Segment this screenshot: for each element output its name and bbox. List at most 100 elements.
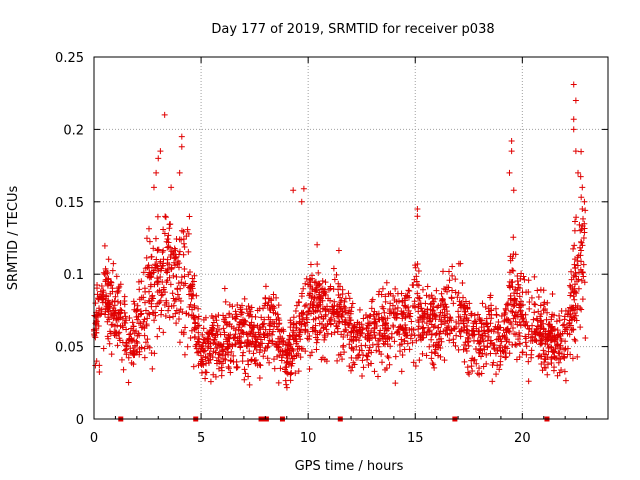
data-point: [173, 273, 180, 280]
data-point: [198, 369, 205, 376]
data-point: [532, 337, 539, 344]
data-point: [112, 307, 119, 314]
data-point: [556, 317, 563, 324]
data-point: [578, 306, 585, 313]
data-point: [251, 358, 258, 365]
data-point: [160, 247, 167, 254]
data-point: [535, 293, 542, 300]
data-point: [159, 249, 166, 256]
data-point: [250, 340, 257, 347]
data-point: [550, 326, 557, 333]
data-point: [419, 286, 426, 293]
data-point: [465, 342, 472, 349]
data-point: [321, 289, 328, 296]
data-point: [576, 305, 583, 312]
data-point: [278, 357, 285, 364]
data-point: [555, 331, 562, 338]
data-point: [581, 220, 588, 227]
data-point: [126, 314, 133, 321]
data-point: [367, 320, 374, 327]
data-point: [359, 372, 366, 379]
data-point: [566, 319, 573, 326]
x-tick-label: 15: [407, 431, 424, 446]
data-point: [431, 312, 438, 319]
data-point: [460, 315, 467, 322]
data-point: [282, 368, 289, 375]
data-point: [130, 327, 137, 334]
data-point: [172, 296, 179, 303]
data-point: [267, 306, 274, 313]
data-point: [138, 324, 145, 331]
data-point: [485, 305, 492, 312]
data-point: [432, 343, 439, 350]
data-point: [437, 335, 444, 342]
data-point: [364, 314, 371, 321]
data-point: [181, 351, 188, 358]
data-point: [415, 301, 422, 308]
data-point: [144, 336, 151, 343]
data-point: [450, 300, 457, 307]
data-point: [252, 313, 259, 320]
data-point: [571, 336, 578, 343]
data-point: [548, 360, 555, 367]
data-point: [577, 324, 584, 331]
data-point: [209, 322, 216, 329]
data-point: [561, 353, 568, 360]
data-point: [370, 311, 377, 318]
data-point: [143, 235, 150, 242]
data-point: [327, 297, 334, 304]
data-point: [578, 238, 585, 245]
data-point: [546, 330, 553, 337]
data-point: [176, 339, 183, 346]
data-point: [567, 351, 574, 358]
data-point: [221, 329, 228, 336]
data-point: [508, 308, 515, 315]
data-point: [519, 311, 526, 318]
data-point: [163, 299, 170, 306]
data-point: [346, 307, 353, 314]
data-point: [464, 317, 471, 324]
data-point-spike: [414, 213, 421, 220]
data-point: [439, 296, 446, 303]
data-point: [194, 349, 201, 356]
data-point: [157, 260, 164, 267]
data-point: [478, 353, 485, 360]
data-point: [308, 295, 315, 302]
data-point: [442, 330, 449, 337]
data-point: [434, 304, 441, 311]
data-points: [91, 81, 589, 391]
data-point: [558, 367, 565, 374]
data-point: [350, 327, 357, 334]
data-point: [423, 352, 430, 359]
data-point: [165, 232, 172, 239]
data-point: [489, 378, 496, 385]
data-point: [106, 340, 113, 347]
data-point: [561, 316, 568, 323]
data-point: [481, 346, 488, 353]
data-point: [546, 321, 553, 328]
data-point: [348, 336, 355, 343]
data-point: [319, 285, 326, 292]
data-point: [561, 321, 568, 328]
data-point: [314, 302, 321, 309]
data-point: [160, 262, 167, 269]
data-point: [526, 305, 533, 312]
data-point: [130, 298, 137, 305]
data-point: [498, 313, 505, 320]
data-point: [244, 358, 251, 365]
data-point: [347, 317, 354, 324]
data-point: [305, 281, 312, 288]
data-point: [128, 359, 135, 366]
data-point: [487, 337, 494, 344]
data-point: [548, 344, 555, 351]
data-point: [233, 364, 240, 371]
data-point: [478, 320, 485, 327]
data-point: [233, 358, 240, 365]
data-point: [356, 321, 363, 328]
data-point: [334, 328, 341, 335]
data-point-spike: [161, 111, 168, 118]
data-point: [415, 268, 422, 275]
data-point: [303, 275, 310, 282]
data-point: [516, 340, 523, 347]
data-point: [414, 294, 421, 301]
